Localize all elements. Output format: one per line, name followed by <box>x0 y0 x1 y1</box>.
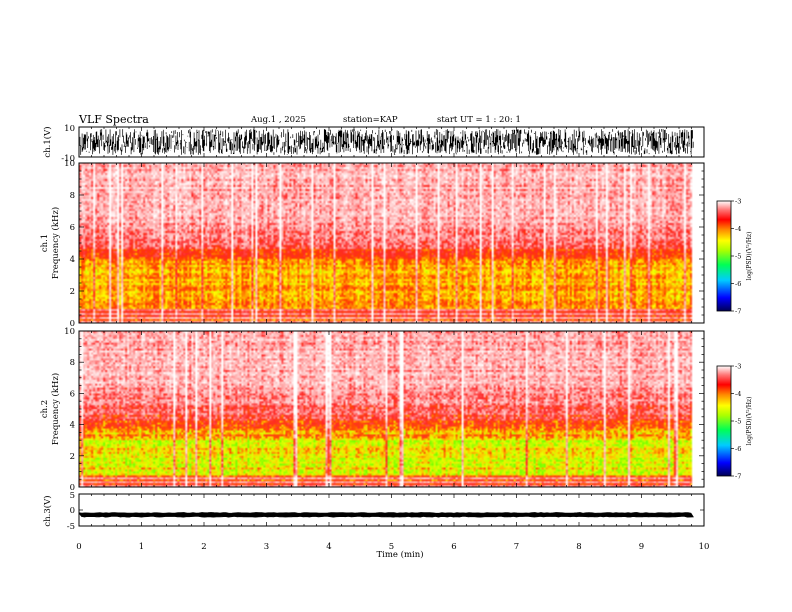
freq-tick-label: 2 <box>70 287 75 297</box>
time-tick-label: 3 <box>264 542 269 552</box>
time-tick-label: 2 <box>201 542 206 552</box>
ch2-colorbar-label: log(PSD)(V²/Hz) <box>746 397 753 446</box>
ch1-colorbar-label: log(PSD)(V²/Hz) <box>746 232 753 281</box>
colorbar-tick-label: -7 <box>735 473 741 481</box>
header-start: start UT = 1 : 20: 1 <box>437 115 521 125</box>
ch2-spectrogram-panel: 0 2 4 6 8 10 ch.2 Frequency (kHz) <box>40 327 705 493</box>
ch1-ytick-top: 10 <box>64 124 75 134</box>
figure-title: VLF Spectra <box>78 113 149 126</box>
time-tick-label: 0 <box>76 542 81 552</box>
colorbar-tick-label: -4 <box>735 225 741 233</box>
ch1-colorbar: -3 -4 -5 -6 -7 log(PSD)(V²/Hz) <box>716 198 753 316</box>
ch3-ytick-top: 5 <box>70 491 75 501</box>
ch3-ytick-bottom: -5 <box>67 522 75 532</box>
freq-tick-label: 6 <box>70 223 75 233</box>
ch3-waveform-trace <box>78 512 694 518</box>
ch2-colorbar-ticks: -3 -4 -5 -6 -7 <box>731 363 741 481</box>
time-tick-label: 5 <box>389 542 394 552</box>
ch1-waveform-trace <box>79 129 694 155</box>
ch1-spectrogram-panel: 0 2 4 6 8 10 ch.1 Frequency (kHz) <box>40 159 705 329</box>
ch3-waveform-ticks <box>78 493 705 527</box>
ch1-waveform-panel: 10 -10 ch.1(V) <box>42 124 705 164</box>
freq-tick-label: 6 <box>70 389 75 399</box>
time-tick-label: 6 <box>451 542 456 552</box>
colorbar-tick-label: -5 <box>735 418 741 426</box>
ch3-waveform-ylabel: ch.3(V) <box>42 495 53 526</box>
header-date: Aug.1 , 2025 <box>250 115 306 125</box>
time-tick-label: 1 <box>139 542 144 552</box>
time-tick-label: 4 <box>326 542 331 552</box>
colorbar-tick-label: -7 <box>735 308 741 316</box>
ch2-spec-ylabel-freq: Frequency (kHz) <box>50 373 61 445</box>
freq-tick-label: 2 <box>70 452 75 462</box>
ch3-waveform-frame <box>78 493 705 527</box>
ch1-spectrogram-ticks: 0 2 4 6 8 10 <box>64 159 705 329</box>
colorbar-tick-label: -6 <box>735 280 741 288</box>
freq-tick-label: 0 <box>70 319 75 329</box>
time-axis-tick-labels: 0 1 2 3 4 5 6 7 8 9 10 <box>76 542 709 552</box>
spec1-raster <box>79 163 704 323</box>
time-axis-label: Time (min) <box>376 549 423 560</box>
ch2-spectrogram-ticks: 0 2 4 6 8 10 <box>64 327 705 493</box>
ch3-waveform-panel: 5 0 -5 ch.3(V) 0 1 2 3 4 5 6 7 8 9 10 Time (min) <box>42 491 709 560</box>
colorbar-tick-label: -4 <box>735 390 741 398</box>
header-station: station=KAP <box>343 115 398 125</box>
spec2-raster <box>79 331 704 487</box>
ch1-colorbar-scale <box>716 200 732 312</box>
ch1-spec-ylabel-freq: Frequency (kHz) <box>50 207 61 279</box>
ch1-waveform-xticks <box>78 127 705 157</box>
freq-tick-label: 8 <box>70 358 75 368</box>
time-tick-label: 9 <box>639 542 644 552</box>
freq-tick-label: 4 <box>70 421 75 431</box>
ch3-ytick-middle: 0 <box>70 506 75 516</box>
freq-tick-label: 10 <box>64 327 75 337</box>
ch2-colorbar-scale <box>716 365 732 477</box>
ch2-spectrogram-image <box>79 331 704 487</box>
time-tick-label: 7 <box>514 542 519 552</box>
ch1-spec-ylabel-channel: ch.1 <box>40 234 50 252</box>
freq-tick-label: 0 <box>70 483 75 493</box>
colorbar-tick-label: -6 <box>735 445 741 453</box>
ch1-spectrogram-image <box>79 163 704 323</box>
colorbar-tick-label: -5 <box>735 253 741 261</box>
freq-tick-label: 4 <box>70 255 75 265</box>
ch1-ytick-bottom: -10 <box>61 154 75 164</box>
time-tick-label: 8 <box>576 542 581 552</box>
ch1-waveform-ylabel: ch.1(V) <box>42 126 53 157</box>
ch2-colorbar: -3 -4 -5 -6 -7 log(PSD)(V²/Hz) <box>716 363 753 481</box>
freq-tick-label: 10 <box>64 159 75 169</box>
freq-tick-label: 8 <box>70 191 75 201</box>
ch2-spec-ylabel-channel: ch.2 <box>40 400 50 418</box>
colorbar-tick-label: -3 <box>735 363 741 371</box>
ch1-colorbar-ticks: -3 -4 -5 -6 -7 <box>731 198 741 316</box>
colorbar-tick-label: -3 <box>735 198 741 206</box>
time-tick-label: 10 <box>699 542 710 552</box>
